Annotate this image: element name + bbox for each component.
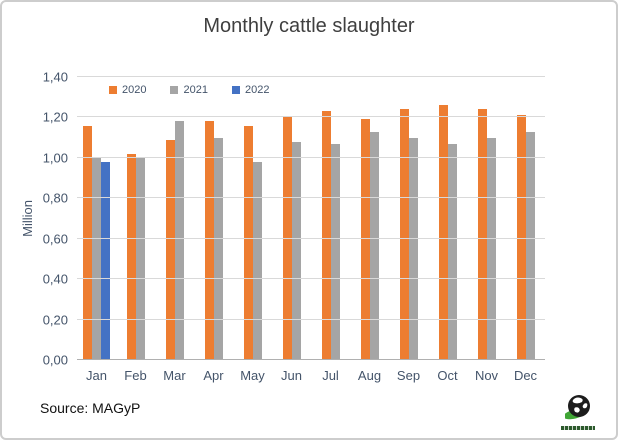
bar-group-dec xyxy=(506,77,545,360)
x-axis-label-jun: Jun xyxy=(281,368,302,383)
bar-2021-mar xyxy=(174,121,184,360)
bar-2021-oct xyxy=(447,143,457,360)
legend-swatch-2020 xyxy=(109,86,117,94)
legend-item-2020: 2020 xyxy=(109,84,146,96)
logo-wordmark xyxy=(561,426,595,430)
bar-2020-may xyxy=(243,125,253,360)
gridline-0,80 xyxy=(77,197,545,199)
y-tick-label: 0,20 xyxy=(42,312,68,328)
gridline-1,40 xyxy=(77,76,545,77)
bar-2021-dec xyxy=(525,131,535,360)
bar-group-mar xyxy=(155,77,194,360)
legend-item-2022: 2022 xyxy=(231,84,270,96)
bar-2021-aug xyxy=(369,131,379,360)
bar-2021-feb xyxy=(135,157,145,360)
bar-group-may xyxy=(233,77,272,360)
y-tick-label: 1,00 xyxy=(42,150,68,166)
y-tick-label: 0,40 xyxy=(42,271,68,287)
bar-group-apr xyxy=(194,77,233,360)
bar-2021-sep xyxy=(408,137,418,360)
bar-groups xyxy=(77,77,545,360)
bar-2021-may xyxy=(252,161,262,360)
bar-2020-sep xyxy=(399,109,409,360)
bar-2020-apr xyxy=(204,121,214,360)
gridline-1,00 xyxy=(77,156,545,158)
x-axis-label-dec: Dec xyxy=(513,368,538,383)
bar-2020-jan xyxy=(83,125,92,360)
y-tick-label: 0,60 xyxy=(42,231,68,247)
source-text: Source: MAGyP xyxy=(40,400,141,416)
bar-2022-jan xyxy=(101,161,110,360)
bar-2020-jul xyxy=(321,111,331,360)
y-tick-label: 0,80 xyxy=(42,190,68,206)
bar-group-jul xyxy=(311,77,350,360)
legend-label-2021: 2021 xyxy=(183,84,208,96)
bar-group-feb xyxy=(116,77,155,360)
gridline-0,20 xyxy=(77,318,545,320)
chart-legend: 2020 2021 2022 xyxy=(109,84,269,96)
bar-2020-feb xyxy=(126,153,136,360)
bar-group-jan xyxy=(77,77,116,360)
bar-2020-nov xyxy=(477,109,487,360)
x-axis-label-aug: Aug xyxy=(357,368,382,383)
x-axis-label-mar: Mar xyxy=(163,368,186,383)
brand-logo xyxy=(558,393,598,430)
legend-swatch-2021 xyxy=(170,86,179,94)
gridline-1,20 xyxy=(77,116,545,118)
bar-2020-aug xyxy=(360,119,370,360)
x-axis-label-jul: Jul xyxy=(322,368,339,383)
bar-group-aug xyxy=(350,77,389,360)
bar-2021-jul xyxy=(330,143,340,360)
legend-item-2021: 2021 xyxy=(170,84,208,96)
plot-area: 2020 2021 2022 xyxy=(77,76,545,360)
gridline-0,40 xyxy=(77,278,545,280)
bar-2020-jun xyxy=(282,117,292,360)
x-axis-label-oct: Oct xyxy=(437,368,458,383)
x-axis-labels: Jan Feb Mar Apr May Jun Jul Aug Sep Oct Nov Dec xyxy=(77,368,545,383)
bar-2020-oct xyxy=(438,105,448,360)
legend-label-2022: 2022 xyxy=(244,84,270,96)
x-axis-label-nov: Nov xyxy=(474,368,499,383)
gridline-0,60 xyxy=(77,237,545,239)
x-axis-label-sep: Sep xyxy=(396,368,421,383)
y-tick-label: 1,20 xyxy=(42,109,68,125)
bar-2020-mar xyxy=(165,139,175,360)
bar-group-nov xyxy=(467,77,506,360)
x-axis-line xyxy=(77,359,545,360)
bar-2021-nov xyxy=(486,137,496,360)
bar-group-sep xyxy=(389,77,428,360)
bar-2021-apr xyxy=(213,137,223,360)
x-axis-label-jan: Jan xyxy=(86,368,107,383)
y-tick-label: 1,40 xyxy=(42,69,68,85)
x-axis-label-feb: Feb xyxy=(124,368,147,383)
x-axis-label-apr: Apr xyxy=(203,368,224,383)
y-axis-tick-labels: 0,00 0,20 0,40 0,60 0,80 1,00 1,20 1,40 xyxy=(2,70,68,368)
legend-label-2020: 2020 xyxy=(122,84,147,96)
y-tick-label: 0,00 xyxy=(42,352,68,368)
bar-2021-jan xyxy=(92,157,101,360)
globe-icon xyxy=(562,395,590,420)
bar-group-jun xyxy=(272,77,311,360)
x-axis-label-may: May xyxy=(240,368,265,383)
legend-swatch-2022 xyxy=(231,86,240,94)
chart-title: Monthly cattle slaughter xyxy=(203,15,415,37)
bar-2021-jun xyxy=(291,141,301,360)
bar-2020-dec xyxy=(516,115,526,360)
bar-group-oct xyxy=(428,77,467,360)
